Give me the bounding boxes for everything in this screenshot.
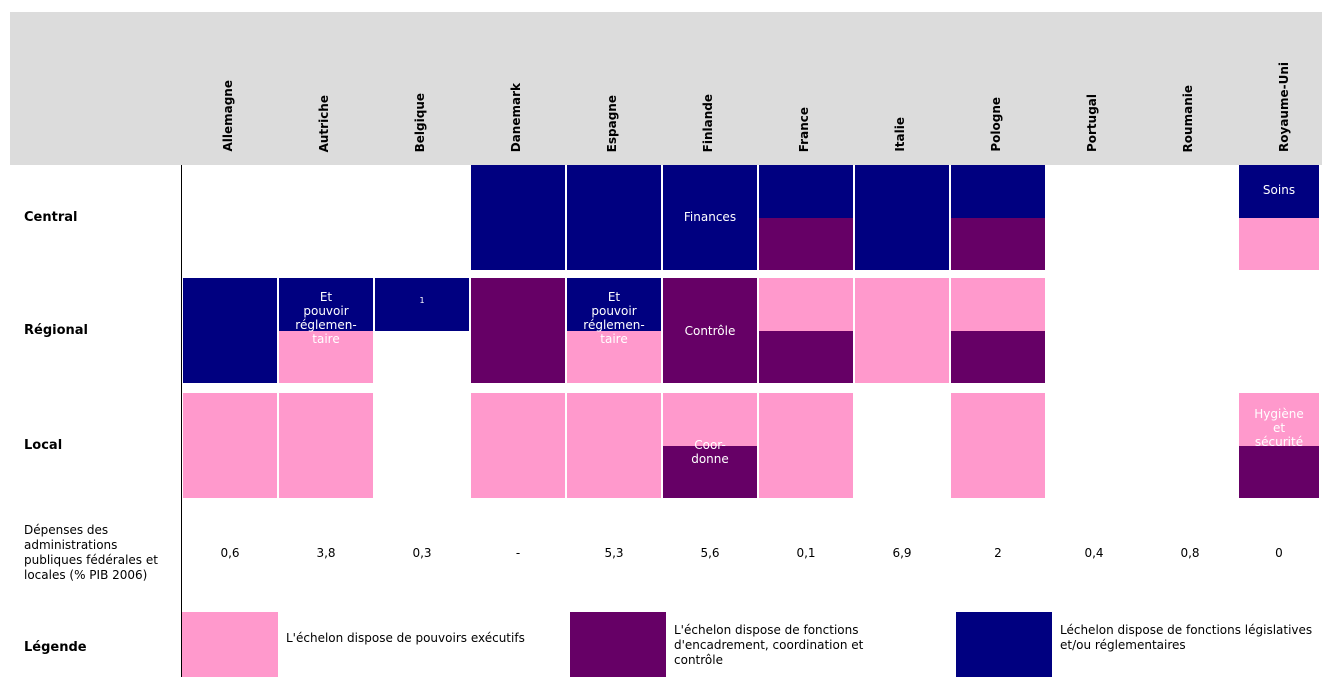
cell xyxy=(279,393,373,446)
column-header: Finlande xyxy=(701,93,715,152)
legend-text: L'échelon dispose de fonctions d'encadre… xyxy=(674,623,864,667)
cell xyxy=(471,393,565,446)
cell xyxy=(1239,445,1319,498)
column-header: Espagne xyxy=(605,94,619,152)
cell xyxy=(951,278,1045,331)
cell xyxy=(855,330,949,383)
cell-text: Et pouvoir réglemen- taire xyxy=(583,290,645,346)
spending-value: - xyxy=(515,546,521,560)
legend-swatch xyxy=(570,612,666,677)
row-label: Dépenses des administrations publiques f… xyxy=(24,522,158,582)
cell xyxy=(759,445,853,498)
column-header: Autriche xyxy=(317,94,331,152)
cell xyxy=(279,445,373,498)
cell-text: Soins xyxy=(1262,183,1296,197)
cell xyxy=(1239,217,1319,270)
cell xyxy=(183,330,277,383)
cell xyxy=(183,278,277,331)
spending-value: 0,8 xyxy=(1180,546,1200,560)
cell xyxy=(855,217,949,270)
cell xyxy=(663,393,757,446)
cell xyxy=(759,165,853,218)
column-header: Royaume-Uni xyxy=(1277,62,1291,152)
cell-text: Et pouvoir réglemen- taire xyxy=(295,290,357,346)
cell xyxy=(567,165,661,218)
row-label: Central xyxy=(24,210,78,225)
spending-value: 0,3 xyxy=(412,546,432,560)
cell xyxy=(567,330,661,383)
cell xyxy=(183,445,277,498)
spending-value: 0,1 xyxy=(796,546,816,560)
legend-text: Léchelon dispose de fonctions législativ… xyxy=(1060,623,1313,652)
cell-text: Coor- donne xyxy=(691,438,729,466)
spending-value: 3,8 xyxy=(316,546,336,560)
spending-value: 5,3 xyxy=(604,546,624,560)
column-header: Allemagne xyxy=(221,80,235,152)
cell-text: Finances xyxy=(683,210,737,224)
cell xyxy=(759,393,853,446)
cell xyxy=(1239,393,1319,446)
header-band xyxy=(10,12,1322,165)
cell xyxy=(471,278,565,331)
divider xyxy=(181,165,182,677)
legend-swatch xyxy=(182,612,278,677)
cell xyxy=(951,217,1045,270)
cell xyxy=(759,330,853,383)
cell xyxy=(567,217,661,270)
cell xyxy=(1239,165,1319,218)
cell xyxy=(951,445,1045,498)
column-header: Pologne xyxy=(989,97,1003,152)
cell xyxy=(663,445,757,498)
spending-value: 2 xyxy=(994,546,1002,560)
cell xyxy=(567,445,661,498)
cell xyxy=(855,278,949,331)
column-header: France xyxy=(797,106,811,152)
cell xyxy=(471,445,565,498)
cell xyxy=(567,393,661,446)
cell xyxy=(279,330,373,383)
cell xyxy=(567,278,661,331)
cell xyxy=(471,165,565,218)
legend-text: L'échelon dispose de pouvoirs exécutifs xyxy=(286,631,525,645)
cell xyxy=(855,165,949,218)
cell xyxy=(375,278,469,331)
cell xyxy=(471,330,565,383)
row-label: Légende xyxy=(24,639,87,655)
column-header: Italie xyxy=(893,117,907,152)
legend-swatch xyxy=(956,612,1052,677)
column-header: Portugal xyxy=(1085,93,1099,152)
row-label: Local xyxy=(24,438,63,453)
column-header: Roumanie xyxy=(1181,84,1195,152)
cell xyxy=(759,217,853,270)
spending-value: 0 xyxy=(1275,546,1283,560)
spending-value: 6,9 xyxy=(892,546,912,560)
row-label: Régional xyxy=(24,323,89,338)
cell xyxy=(663,278,757,331)
spending-value: 5,6 xyxy=(700,546,720,560)
cell xyxy=(759,278,853,331)
cell xyxy=(663,165,757,218)
cell-text: Hygiène et sécurité xyxy=(1254,407,1304,449)
spending-value: 0,4 xyxy=(1084,546,1104,560)
cell-text: 1 xyxy=(419,296,425,305)
column-header: Danemark xyxy=(509,82,523,152)
cell xyxy=(663,330,757,383)
spending-value: 0,6 xyxy=(220,546,240,560)
column-header: Belgique xyxy=(413,92,427,152)
cell xyxy=(951,330,1045,383)
cell xyxy=(279,278,373,331)
cell-text: Contrôle xyxy=(684,324,736,338)
cell xyxy=(951,393,1045,446)
cell xyxy=(183,393,277,446)
cell xyxy=(951,165,1045,218)
cell xyxy=(471,217,565,270)
cell xyxy=(663,217,757,270)
